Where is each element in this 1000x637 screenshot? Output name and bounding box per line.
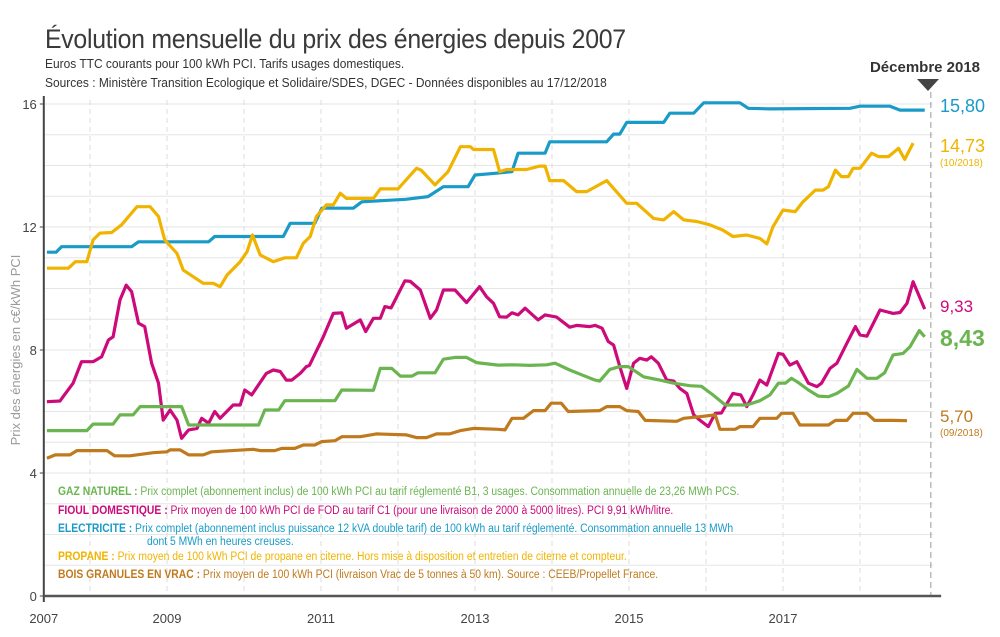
series-line-fioul	[46, 279, 927, 440]
legend-item: GAZ NATUREL : Prix complet (abonnement i…	[58, 486, 739, 498]
legend-name: ELECTRICITE :	[58, 523, 133, 535]
legend-item: ELECTRICITE : Prix complet (abonnement i…	[58, 523, 733, 535]
legend-description: Prix moyen de 100 kWh PCI (livraison Vra…	[200, 569, 659, 581]
x-tick-label: 2013	[461, 611, 490, 626]
legend-description: Prix moyen de 100 kWh PCI de propane en …	[114, 551, 627, 563]
x-tick-label: 2015	[615, 611, 644, 626]
end-labels: 15,80 14,73 (10/2018) 9,33 8,43 5,70 (09/2018)	[940, 96, 985, 439]
marker-triangle-icon	[917, 79, 939, 91]
y-tick-label: 4	[30, 466, 37, 481]
y-axis-label: Prix des énergies en c€/kWh PCI	[8, 255, 23, 446]
legend-description: Prix moyen de 100 kWh PCI de FOD au tari…	[167, 505, 674, 517]
y-tick-label: 12	[22, 220, 36, 235]
end-label-gaz: 8,43	[940, 325, 985, 351]
chart-sources: Sources : Ministère Transition Ecologiqu…	[45, 75, 607, 90]
end-label-electricite: 15,80	[940, 96, 985, 116]
y-tick-label: 0	[30, 589, 37, 604]
series-line-bois	[46, 401, 908, 460]
legend-name: PROPANE :	[58, 551, 115, 563]
end-label-fioul: 9,33	[940, 297, 973, 316]
x-tick-label: 2009	[153, 611, 182, 626]
grid	[43, 92, 934, 596]
legend-description-cont: dont 5 MWh en heures creuses.	[147, 536, 294, 548]
x-tick-label: 2011	[307, 611, 335, 626]
legend-item: BOIS GRANULES EN VRAC : Prix moyen de 10…	[58, 569, 658, 581]
end-note-bois: (09/2018)	[940, 428, 983, 439]
axes: 0 4 8 12 16 2007 2009 2011 2013 2015 2017	[22, 96, 942, 626]
series-line-gaz	[46, 329, 926, 433]
legend-item: PROPANE : Prix moyen de 100 kWh PCI de p…	[58, 551, 627, 563]
x-tick-label: 2017	[769, 611, 798, 626]
legend-name: BOIS GRANULES EN VRAC :	[58, 569, 201, 581]
x-tick-label: 2007	[29, 611, 58, 626]
series-lines	[46, 101, 927, 460]
legend-name: GAZ NATUREL :	[58, 486, 138, 498]
chart-subtitle: Euros TTC courants pour 100 kWh PCI. Tar…	[45, 56, 405, 71]
chart-title: Évolution mensuelle du prix des énergies…	[45, 24, 626, 54]
series-line-electricite	[46, 101, 925, 254]
end-note-propane: (10/2018)	[940, 158, 983, 169]
y-tick-label: 16	[22, 97, 36, 112]
end-label-bois: 5,70	[940, 407, 973, 426]
y-tick-label: 8	[30, 343, 37, 358]
legend-name: FIOUL DOMESTIQUE :	[58, 505, 168, 517]
series-line-propane	[46, 142, 915, 289]
legend-description: Prix complet (abonnement inclus puissanc…	[132, 523, 734, 535]
marker-label: Décembre 2018	[870, 59, 980, 76]
legend-description: Prix complet (abonnement inclus) de 100 …	[137, 486, 740, 498]
legend-item: FIOUL DOMESTIQUE : Prix moyen de 100 kWh…	[58, 505, 673, 517]
end-label-propane: 14,73	[940, 136, 985, 156]
